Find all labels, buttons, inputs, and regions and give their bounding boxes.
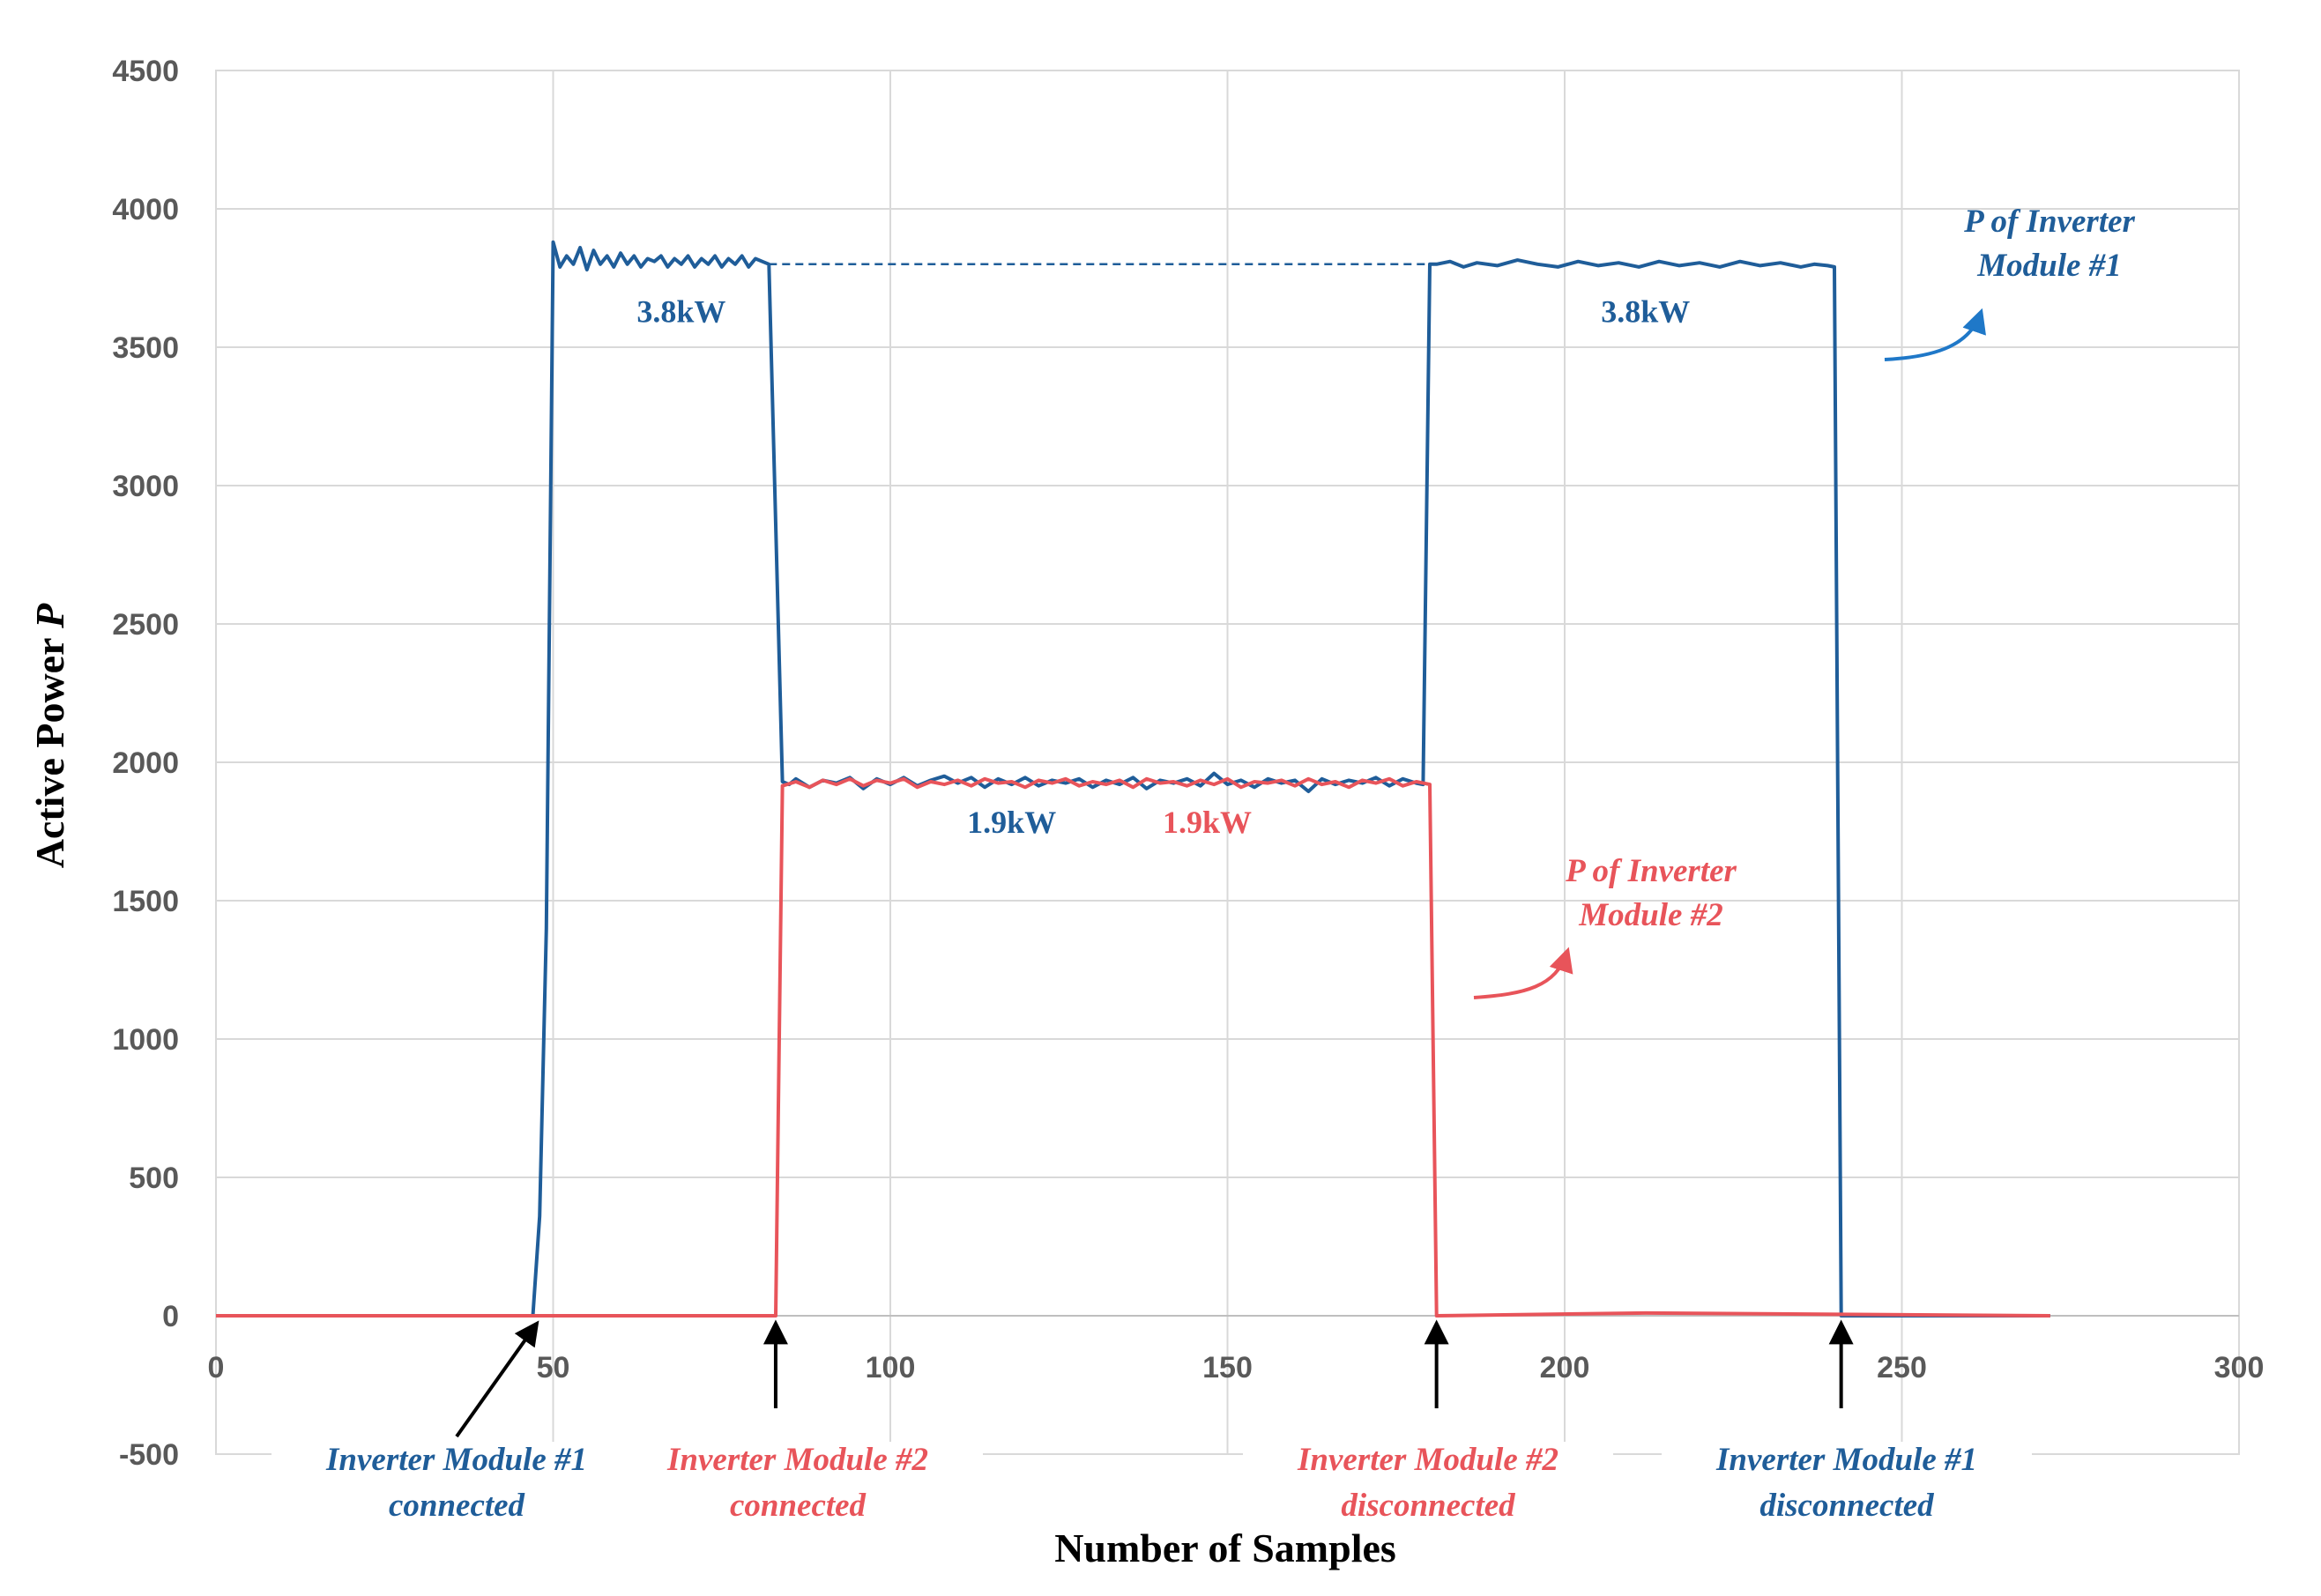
y-tick-label: 3000: [112, 470, 179, 503]
value-label: 3.8kW: [636, 294, 725, 330]
event-label-text: connected: [389, 1488, 525, 1524]
x-tick-label: 100: [866, 1351, 916, 1384]
y-tick-label: 4500: [112, 55, 179, 88]
data-labels: 3.8kW 3.8kW 1.9kW 1.9kW: [636, 294, 1690, 840]
tick-labels: 0 50 100 150 200 250 300 -500 0 500 1000 1500 2000 25…: [112, 55, 2264, 1472]
event-label-background: [1662, 1442, 2032, 1539]
y-tick-label: 3500: [112, 331, 179, 365]
annotation-arrows: [455, 308, 1986, 1438]
x-tick-label: 50: [537, 1351, 570, 1384]
event-label-background: [613, 1442, 983, 1539]
module2-annotation-arrow: [1473, 946, 1573, 999]
x-tick-label: 150: [1202, 1351, 1253, 1384]
event-label-text: disconnected: [1341, 1488, 1515, 1524]
y-tick-label: -500: [119, 1438, 179, 1472]
value-label: 3.8kW: [1601, 294, 1690, 330]
module1-annotation-arrow: [1884, 308, 1986, 361]
module2-power-line: [216, 776, 2050, 1318]
series-annotation-text: P of Inverter: [1565, 853, 1737, 889]
event-label-background: [272, 1442, 642, 1539]
value-label: 1.9kW: [967, 805, 1056, 840]
y-tick-label: 0: [162, 1300, 179, 1333]
event-label-text: disconnected: [1759, 1488, 1934, 1524]
y-tick-label: 4000: [112, 193, 179, 226]
x-tick-label: 0: [208, 1351, 225, 1384]
x-tick-label: 300: [2214, 1351, 2265, 1384]
event-label-text: Inverter Module #2: [666, 1442, 928, 1478]
series-annotation-text: P of Inverter: [1963, 204, 2135, 240]
y-tick-label: 2500: [112, 608, 179, 642]
x-tick-label: 250: [1877, 1351, 1927, 1384]
event-label-text: Inverter Module #1: [1715, 1442, 1977, 1478]
event-arrow: [455, 1320, 539, 1438]
event-label-text: Inverter Module #1: [325, 1442, 587, 1478]
grid-lines: [215, 70, 2240, 1455]
y-axis-title-variable: P: [27, 603, 72, 629]
annotations: P of Inverter Module #1 P of Inverter Modul…: [272, 204, 2136, 1539]
value-label: 1.9kW: [1163, 805, 1252, 840]
y-tick-label: 2000: [112, 746, 179, 780]
event-label-text: Inverter Module #2: [1297, 1442, 1558, 1478]
x-axis-title: Number of Samples: [1054, 1525, 1396, 1570]
event-label-text: connected: [730, 1488, 867, 1524]
y-axis-title-main: Active Power: [27, 628, 72, 868]
y-tick-label: 1500: [112, 885, 179, 918]
series-annotation-text: Module #1: [1976, 248, 2121, 284]
event-label-background: [1243, 1442, 1613, 1539]
series-layer: [216, 240, 2050, 1318]
series-annotation-text: Module #2: [1578, 897, 1722, 933]
y-axis-title: Active Power P: [27, 603, 72, 868]
module1-power-line: [216, 240, 2050, 1318]
x-tick-label: 200: [1540, 1351, 1590, 1384]
y-tick-label: 1000: [112, 1023, 179, 1057]
y-tick-label: 500: [129, 1162, 179, 1195]
